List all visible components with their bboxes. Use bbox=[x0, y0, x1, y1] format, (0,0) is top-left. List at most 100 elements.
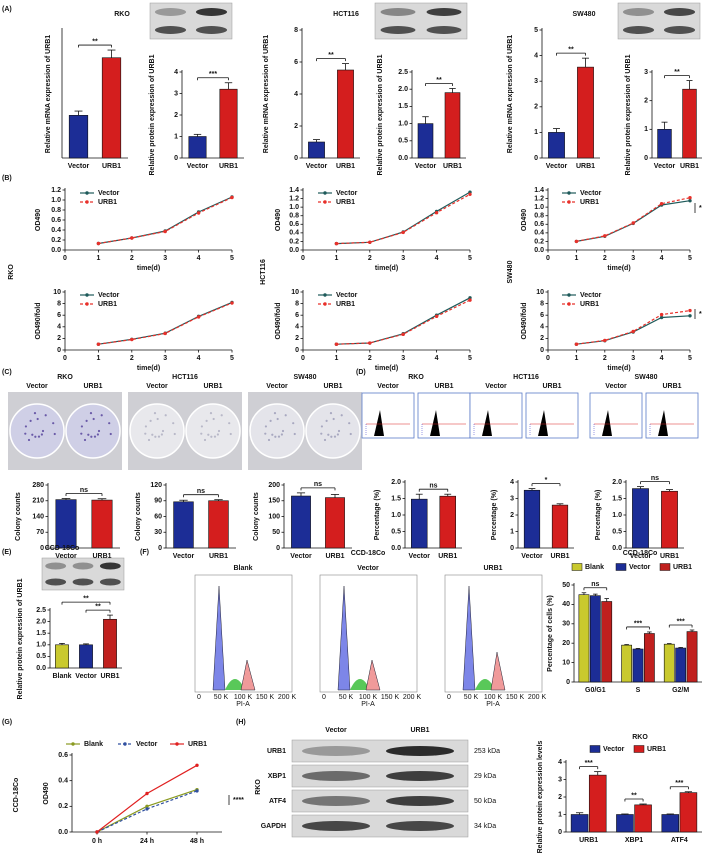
blot-band bbox=[195, 8, 228, 16]
colony-dot bbox=[207, 433, 210, 436]
bar bbox=[188, 136, 207, 159]
y-tick-label: 2 bbox=[540, 335, 544, 342]
colony-dish bbox=[185, 403, 241, 459]
y-tick-label: 3 bbox=[510, 495, 514, 502]
legend-label: Vector bbox=[98, 292, 120, 299]
x-tick-label: URB1 bbox=[209, 553, 228, 560]
colony-dot bbox=[228, 422, 231, 425]
y-tick-label: 0.5 bbox=[612, 528, 622, 535]
point bbox=[688, 196, 692, 200]
flow-panel bbox=[645, 392, 699, 439]
y-tick-label: 3 bbox=[644, 69, 648, 76]
significance-label: ns bbox=[314, 481, 322, 488]
colony-dot bbox=[161, 429, 165, 433]
point bbox=[195, 789, 199, 793]
y-tick-label: 3 bbox=[174, 90, 178, 97]
legend-label: URB1 bbox=[647, 746, 666, 753]
flow-panel bbox=[417, 392, 471, 439]
bar bbox=[675, 647, 687, 683]
blot-band bbox=[195, 26, 228, 34]
colony-dot bbox=[44, 414, 47, 417]
bar bbox=[523, 489, 541, 549]
colony-dot bbox=[349, 432, 352, 436]
x-axis-label: time(d) bbox=[607, 265, 630, 272]
chart-title: HCT116 bbox=[513, 374, 539, 381]
x-tick-label: Vector bbox=[415, 163, 437, 170]
x-tick-label: 2 bbox=[130, 255, 134, 262]
legend-marker bbox=[567, 200, 571, 204]
x-tick-label: 0 bbox=[301, 255, 305, 262]
y-axis-label: OD490 bbox=[275, 209, 282, 231]
y-tick-label: 4 bbox=[540, 324, 544, 331]
colony-dot bbox=[320, 432, 323, 435]
colony-dot bbox=[24, 425, 28, 428]
flow-tick-label: 50 K bbox=[464, 694, 479, 701]
y-tick-label: 1 bbox=[644, 126, 648, 133]
blot-image bbox=[291, 814, 469, 838]
legend-marker bbox=[323, 293, 327, 297]
y-tick-label: 1.0 bbox=[398, 120, 408, 127]
bar bbox=[208, 500, 229, 549]
point bbox=[163, 331, 167, 336]
panel-label: (B) bbox=[2, 175, 12, 182]
legend-marker bbox=[175, 742, 179, 746]
point bbox=[130, 337, 134, 342]
blot-image bbox=[291, 764, 469, 788]
y-axis-label: OD490/fold bbox=[275, 303, 282, 340]
x-tick-label: 1 bbox=[96, 255, 100, 262]
y-tick-label: 2.0 bbox=[36, 618, 46, 625]
photo-column: URB1 bbox=[83, 383, 102, 390]
point bbox=[603, 338, 607, 343]
legend-marker bbox=[85, 302, 89, 306]
y-axis-label: Colony counts bbox=[135, 492, 142, 541]
colony-dot bbox=[90, 435, 93, 438]
colony-dot bbox=[89, 412, 93, 415]
bar bbox=[325, 497, 345, 549]
significance-label: ** bbox=[568, 47, 574, 54]
colony-dot bbox=[210, 435, 213, 438]
y-tick-label: 2 bbox=[295, 335, 299, 342]
colony-dot bbox=[284, 414, 287, 417]
colony-dot bbox=[216, 433, 219, 436]
bar bbox=[634, 804, 652, 833]
y-tick-label: 10 bbox=[536, 289, 544, 296]
blot-image bbox=[291, 739, 469, 763]
colony-dot bbox=[153, 412, 157, 415]
significance-label: *** bbox=[677, 618, 685, 625]
colony-dot bbox=[156, 417, 159, 421]
colony-dot bbox=[27, 438, 31, 442]
x-tick-label: 2 bbox=[130, 355, 134, 362]
blot-band bbox=[154, 8, 187, 16]
x-axis-label: time(d) bbox=[137, 365, 160, 372]
x-tick-label: 2 bbox=[368, 355, 372, 362]
y-tick-label: 0.6 bbox=[289, 221, 299, 228]
panel-label: (H) bbox=[236, 719, 246, 726]
y-tick-label: 0.2 bbox=[289, 238, 299, 245]
point bbox=[468, 192, 472, 196]
y-tick-label: 6 bbox=[295, 312, 299, 319]
y-tick-label: 1.2 bbox=[289, 195, 299, 202]
y-axis-label: Relative protein expression of URB1 bbox=[377, 54, 384, 175]
y-axis-label: Relative protein expression levels bbox=[537, 740, 544, 853]
significance-label: ns bbox=[591, 581, 599, 588]
y-axis-label: Relative mRNA expression of URB1 bbox=[263, 35, 270, 153]
colony-dot bbox=[151, 433, 154, 436]
y-tick-label: 0 bbox=[294, 155, 298, 162]
x-tick-label: 4 bbox=[197, 255, 201, 262]
legend-label: URB1 bbox=[580, 199, 599, 206]
colony-dot bbox=[100, 414, 103, 417]
point bbox=[631, 221, 635, 225]
colony-dot bbox=[200, 432, 203, 435]
y-tick-label: 20 bbox=[562, 640, 570, 647]
y-tick-label: 0.8 bbox=[51, 207, 61, 214]
significance-label: ns bbox=[429, 483, 437, 490]
legend-label: Vector bbox=[629, 564, 651, 571]
x-tick-label: 3 bbox=[401, 255, 405, 262]
chart-title: RKO bbox=[57, 374, 73, 381]
series-line bbox=[96, 790, 198, 833]
colony-dot bbox=[34, 435, 37, 438]
colony-dot bbox=[37, 435, 41, 438]
y-axis-label: Relative protein expression of URB1 bbox=[149, 54, 156, 175]
size-label: 34 kDa bbox=[474, 823, 496, 830]
significance-label: ** bbox=[631, 792, 637, 799]
